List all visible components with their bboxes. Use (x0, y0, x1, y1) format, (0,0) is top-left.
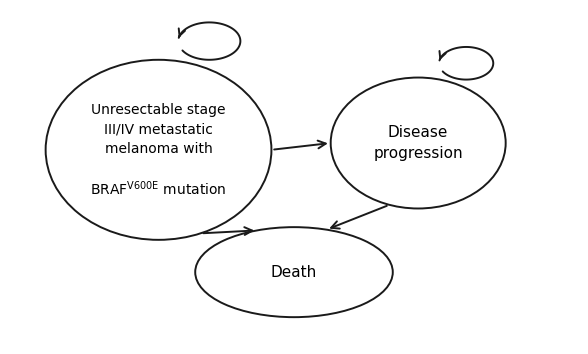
Ellipse shape (46, 60, 272, 240)
Ellipse shape (330, 78, 506, 209)
Text: Unresectable stage
III/IV metastatic
melanoma with: Unresectable stage III/IV metastatic mel… (91, 103, 226, 156)
Text: Death: Death (271, 265, 317, 280)
Ellipse shape (195, 227, 393, 317)
Text: Disease
progression: Disease progression (373, 125, 463, 161)
Text: BRAF$^{\mathregular{V600E}}$ mutation: BRAF$^{\mathregular{V600E}}$ mutation (90, 179, 227, 198)
